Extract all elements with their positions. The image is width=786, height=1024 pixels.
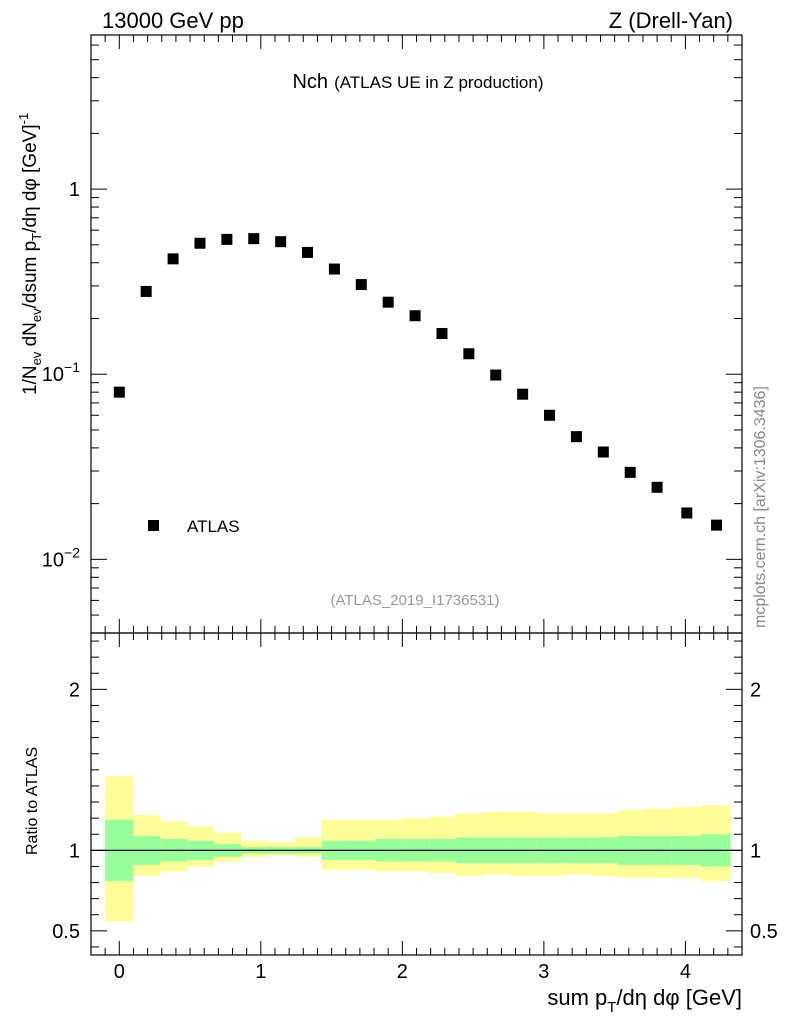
main-panel: Nch (ATLAS UE in Z production) (ATLAS_201… <box>16 34 743 634</box>
data-point <box>517 388 529 400</box>
data-point <box>436 327 448 339</box>
header-left: 13000 GeV pp <box>102 8 244 33</box>
data-point <box>570 431 582 443</box>
main-title-subtitle: (ATLAS UE in Z production) <box>334 73 543 92</box>
main-y-tick-label: 1 <box>69 179 80 201</box>
ratio-y-tick-label-left: 2 <box>69 679 80 701</box>
legend-marker <box>148 520 159 531</box>
main-y-axis-label: 1/Nev dNev/dsum pT/dη dφ [GeV]-1 <box>16 113 44 395</box>
x-tick-label: 4 <box>680 961 691 983</box>
data-point <box>167 253 179 265</box>
data-point <box>355 279 367 291</box>
legend: ATLAS <box>148 517 240 536</box>
ratio-y-tick-label-right: 1 <box>750 840 761 862</box>
data-points <box>113 233 723 531</box>
main-title: Nch (ATLAS UE in Z production) <box>292 71 543 93</box>
data-point <box>681 507 693 519</box>
x-tick-label: 1 <box>255 961 266 983</box>
data-point <box>463 348 475 360</box>
data-point <box>328 263 340 275</box>
ratio-axis-ticks <box>90 633 743 955</box>
data-point <box>624 466 636 478</box>
data-point <box>490 369 502 381</box>
ratio-tick-labels: 0 1 2 3 4 0.5 0.5 1 1 2 2 <box>52 679 778 983</box>
ratio-y-tick-label-left: 0.5 <box>52 921 80 943</box>
main-y-tick-labels: 10−2 10−1 1 <box>42 179 80 571</box>
x-tick-label: 0 <box>114 961 125 983</box>
header-right: Z (Drell-Yan) <box>609 8 733 33</box>
data-point <box>248 233 260 245</box>
main-y-tick-label: 10−1 <box>42 359 80 386</box>
data-point <box>302 246 314 258</box>
data-point <box>597 446 609 458</box>
data-point <box>711 519 723 531</box>
main-y-tick-label: 10−2 <box>42 544 80 571</box>
analysis-tag: (ATLAS_2019_I1736531) <box>330 592 499 609</box>
ratio-y-tick-label-right: 0.5 <box>750 921 778 943</box>
data-point <box>113 386 125 398</box>
main-axis-ticks <box>90 35 743 634</box>
x-tick-label: 3 <box>538 961 549 983</box>
watermark: mcplots.cern.ch [arXiv:1306.3436] <box>752 386 769 628</box>
ratio-frame <box>90 632 743 956</box>
data-point <box>140 285 152 297</box>
data-point <box>544 409 556 421</box>
ratio-y-tick-label-left: 1 <box>69 840 80 862</box>
legend-label-atlas: ATLAS <box>187 517 240 536</box>
ratio-bands <box>105 776 731 922</box>
data-point <box>409 310 421 322</box>
data-point <box>194 237 206 249</box>
ratio-y-tick-label-right: 2 <box>750 679 761 701</box>
main-frame <box>90 34 743 634</box>
data-point <box>221 233 233 245</box>
x-axis-label: sum pT/dη dφ [GeV] <box>547 985 742 1016</box>
data-point <box>382 296 394 308</box>
data-point <box>275 236 287 248</box>
data-point <box>651 481 663 493</box>
x-tick-label: 2 <box>397 961 408 983</box>
main-title-label: Nch <box>292 71 328 93</box>
ratio-y-axis-label: Ratio to ATLAS <box>24 747 41 855</box>
ratio-panel: 0 1 2 3 4 0.5 0.5 1 1 2 2 Ratio to ATLAS sum pT/dη… <box>24 632 778 1016</box>
